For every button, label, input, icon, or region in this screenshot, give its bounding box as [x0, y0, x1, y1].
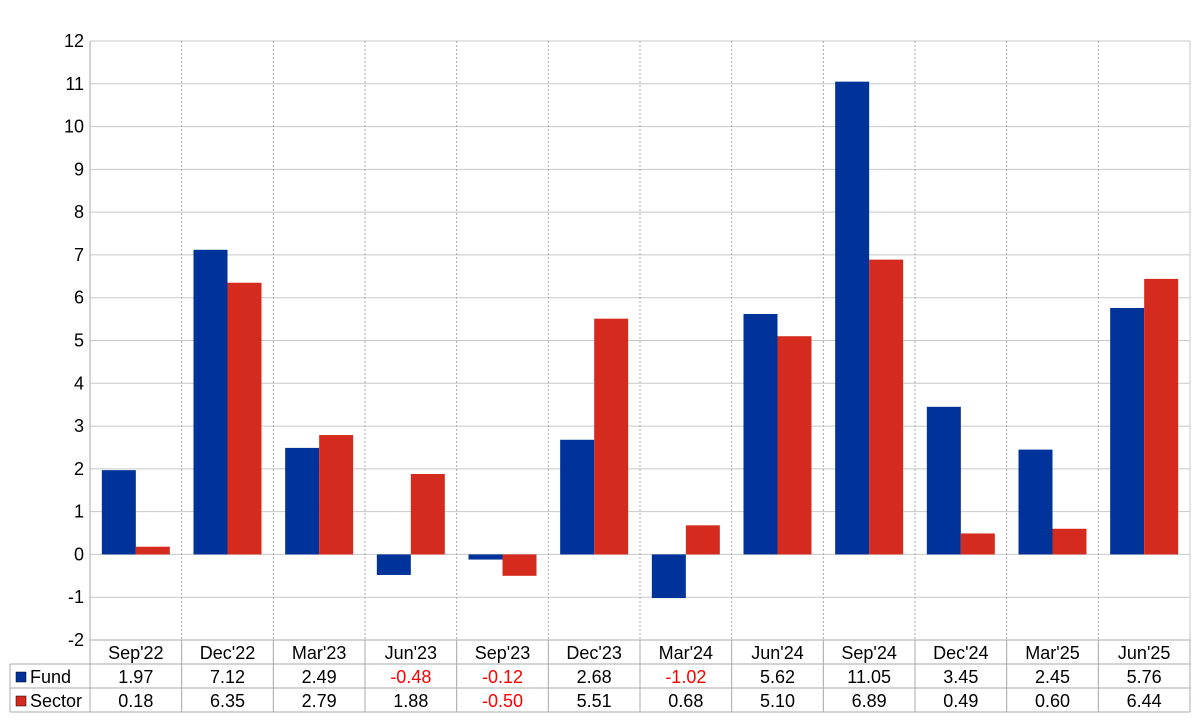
x-tick-label: Jun'23 — [385, 643, 437, 663]
x-tick-label: Dec'22 — [200, 643, 255, 663]
bar-sector-11 — [1144, 278, 1179, 555]
y-tick-label: 1 — [74, 502, 84, 522]
table-cell-value: 5.51 — [577, 691, 612, 711]
bar-sector-4 — [502, 554, 537, 576]
y-tick-label: 12 — [64, 31, 84, 51]
bar-sector-1 — [227, 282, 262, 555]
bar-sector-8 — [869, 259, 904, 555]
x-tick-label: Jun'24 — [751, 643, 803, 663]
y-tick-label: 4 — [74, 373, 84, 393]
table-cell-value: 6.89 — [852, 691, 887, 711]
table-cell-value: -0.48 — [390, 667, 431, 687]
y-tick-label: 5 — [74, 331, 84, 351]
x-tick-label: Dec'23 — [566, 643, 621, 663]
x-tick-label: Mar'24 — [659, 643, 713, 663]
y-tick-label: 2 — [74, 459, 84, 479]
table-cell-value: 2.45 — [1035, 667, 1070, 687]
bar-sector-10 — [1052, 528, 1087, 555]
bar-fund-11 — [1110, 307, 1145, 555]
x-tick-label: Dec'24 — [933, 643, 988, 663]
table-cell-value: 5.10 — [760, 691, 795, 711]
bar-sector-7 — [777, 336, 812, 555]
legend-swatch-fund — [15, 671, 27, 683]
table-cell-value: -1.02 — [665, 667, 706, 687]
bar-fund-10 — [1018, 449, 1053, 555]
table-cell-value: 0.60 — [1035, 691, 1070, 711]
x-tick-label: Mar'23 — [292, 643, 346, 663]
bar-fund-8 — [835, 81, 870, 555]
y-tick-label: 10 — [64, 117, 84, 137]
bar-fund-1 — [193, 249, 228, 555]
bar-fund-2 — [285, 447, 320, 555]
table-cell-value: 1.97 — [118, 667, 153, 687]
table-cell-value: 0.68 — [668, 691, 703, 711]
bar-sector-5 — [594, 318, 629, 555]
table-cell-value: 2.68 — [577, 667, 612, 687]
x-tick-label: Sep'22 — [108, 643, 164, 663]
table-cell-value: 2.49 — [302, 667, 337, 687]
bar-sector-2 — [319, 435, 354, 555]
bar-sector-9 — [960, 533, 995, 555]
table-cell-value: 7.12 — [210, 667, 245, 687]
bar-fund-3 — [376, 554, 411, 575]
bar-fund-9 — [926, 406, 961, 555]
bar-fund-6 — [651, 554, 686, 599]
y-tick-label: 0 — [74, 544, 84, 564]
bar-fund-0 — [101, 470, 136, 555]
bar-sector-3 — [410, 473, 445, 555]
table-cell-value: 5.62 — [760, 667, 795, 687]
table-cell-value: -0.12 — [482, 667, 523, 687]
bar-fund-7 — [743, 313, 778, 555]
table-cell-value: 0.49 — [943, 691, 978, 711]
x-tick-label: Sep'24 — [841, 643, 897, 663]
y-tick-label: 9 — [74, 159, 84, 179]
legend-swatch-sector — [15, 695, 27, 707]
x-tick-label: Jun'25 — [1118, 643, 1170, 663]
table-cell-value: 6.44 — [1127, 691, 1162, 711]
table-cell-value: -0.50 — [482, 691, 523, 711]
y-tick-label: 8 — [74, 202, 84, 222]
bar-fund-4 — [468, 554, 503, 560]
bar-fund-5 — [560, 439, 595, 555]
table-cell-value: 11.05 — [847, 667, 891, 687]
bar-sector-0 — [135, 546, 170, 555]
table-cell-value: 3.45 — [943, 667, 978, 687]
legend-label-sector: Sector — [30, 691, 82, 711]
table-cell-value: 6.35 — [210, 691, 245, 711]
table-cell-value: 0.18 — [118, 691, 153, 711]
y-tick-label: -2 — [68, 630, 84, 650]
bar-sector-6 — [685, 525, 720, 555]
y-tick-label: 7 — [74, 245, 84, 265]
table-cell-value: 2.79 — [302, 691, 337, 711]
x-tick-label: Mar'25 — [1025, 643, 1079, 663]
y-tick-label: 3 — [74, 416, 84, 436]
y-tick-label: 11 — [65, 74, 84, 94]
table-cell-value: 5.76 — [1127, 667, 1162, 687]
y-tick-label: -1 — [68, 587, 84, 607]
legend-label-fund: Fund — [30, 667, 71, 687]
y-tick-label: 6 — [74, 288, 84, 308]
table-cell-value: 1.88 — [393, 691, 428, 711]
x-tick-label: Sep'23 — [475, 643, 531, 663]
